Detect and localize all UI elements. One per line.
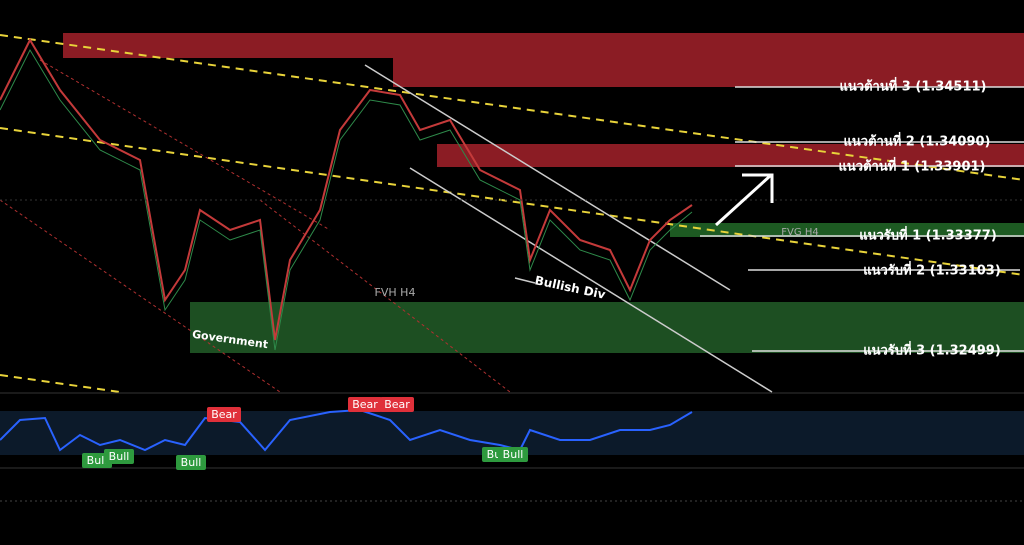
bull-badge — [498, 447, 528, 462]
level-label: แนวรับที่ 1 (1.33377) — [859, 226, 997, 244]
trend-lines — [0, 34, 1024, 393]
badge-label: Bull — [503, 448, 524, 461]
demand-zone — [670, 223, 1024, 237]
channel — [364, 64, 773, 393]
annotation: FVG H4 — [781, 227, 818, 238]
level-label: แนวต้านที่ 1 (1.33901) — [839, 157, 986, 175]
bear-badge — [207, 407, 241, 422]
badge-label: Bear — [352, 398, 378, 411]
badge-label: Bull — [181, 456, 202, 469]
level-label: แนวรับที่ 3 (1.32499) — [863, 341, 1001, 359]
badge-label: Bear — [211, 408, 237, 421]
bear-badge — [380, 397, 414, 412]
supply-zone — [393, 58, 1024, 87]
price-path — [0, 37, 693, 341]
channel-lines — [0, 59, 511, 393]
badges: Bear Bear Bear Bull Bull Bull Bull Bull — [82, 397, 528, 470]
bull-badge — [104, 449, 134, 464]
level-label: แนวต้านที่ 2 (1.34090) — [844, 132, 991, 150]
arrow — [714, 173, 774, 227]
demand-zone — [190, 302, 1024, 353]
bear-badge — [348, 397, 382, 412]
bull-badge — [176, 455, 206, 470]
badge-label: Bear — [384, 398, 410, 411]
level-label: แนวต้านที่ 3 (1.34511) — [840, 77, 987, 95]
level-label: แนวรับที่ 2 (1.33103) — [863, 261, 1001, 279]
supply-zone — [437, 144, 1024, 167]
badge-label: Bull — [109, 450, 130, 463]
annotation: FVH H4 — [375, 286, 416, 299]
supply-zone — [63, 33, 1024, 58]
level-lines — [700, 86, 1024, 352]
rsi-line — [0, 408, 693, 452]
badge-label: Bull — [87, 454, 108, 467]
price-path — [0, 48, 693, 351]
